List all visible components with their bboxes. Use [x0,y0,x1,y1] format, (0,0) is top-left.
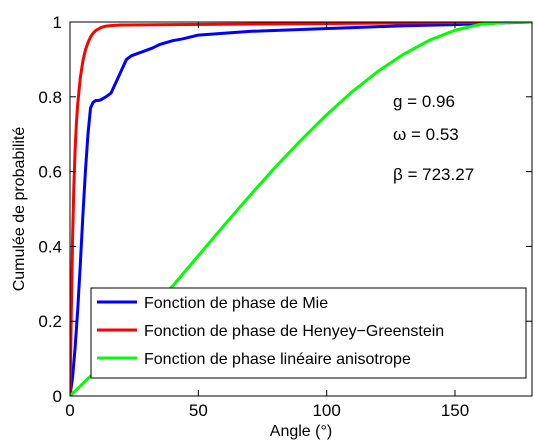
axis-ticks: 0 50 100 150 0 0.2 0.4 0.6 0.8 1 [38,13,532,420]
legend: Fonction de phase de Mie Fonction de pha… [90,287,527,379]
series-line-1 [70,22,532,396]
y-tick-label: 0.8 [38,88,62,107]
annotation-omega: ω = 0.53 [393,125,459,144]
y-tick-label: 0.2 [38,312,62,331]
legend-label-mie: Fonction de phase de Mie [144,295,328,312]
legend-box [90,287,527,379]
legend-label-linear-anisotropic: Fonction de phase linéaire anisotrope [144,351,411,368]
y-tick-label: 0.4 [38,237,62,256]
x-tick-label: 100 [312,401,340,420]
legend-label-henyey-greenstein: Fonction de phase de Henyey−Greenstein [144,323,444,340]
x-tick-label: 0 [65,401,74,420]
x-axis-title: Angle (°) [270,423,332,440]
x-tick-label: 50 [189,401,208,420]
series-line-0 [70,22,532,396]
annotation-g: g = 0.96 [393,92,455,111]
annotation-beta: β = 723.27 [393,165,474,184]
y-tick-label: 1 [53,13,62,32]
y-axis-title: Cumulée de probabilité [11,127,28,292]
y-tick-label: 0.6 [38,163,62,182]
y-tick-label: 0 [53,387,62,406]
x-tick-label: 150 [441,401,469,420]
plot-frame [69,21,533,397]
